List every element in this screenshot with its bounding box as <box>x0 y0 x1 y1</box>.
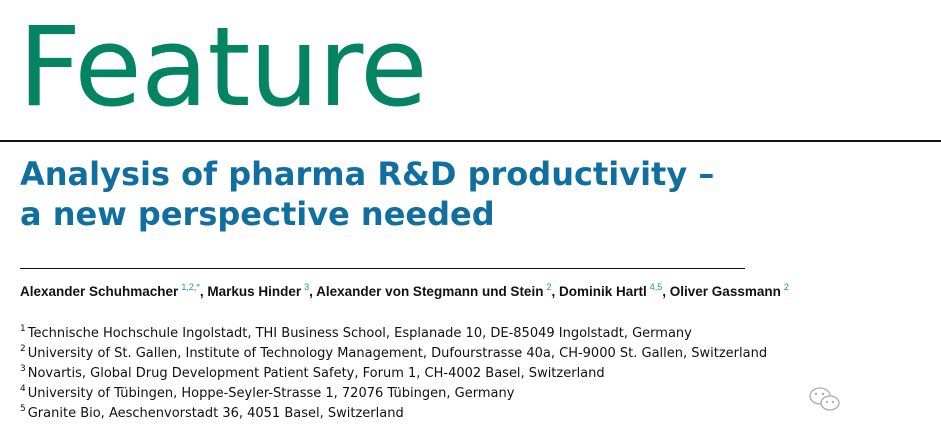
author-name: Oliver Gassmann <box>669 284 781 299</box>
affiliation-text: Novartis, Global Drug Development Patien… <box>27 366 605 381</box>
affiliation-text: University of Tübingen, Hoppe-Seyler-Str… <box>27 386 515 401</box>
affiliation-number: 3 <box>20 364 26 374</box>
author-name: Alexander von Stegmann und Stein <box>316 284 544 299</box>
section-label: Feature <box>18 3 428 131</box>
affiliation-number: 2 <box>20 344 26 354</box>
affiliation: 2 University of St. Gallen, Institute of … <box>20 344 767 361</box>
author: Alexander Schuhmacher 1,2,* <box>20 282 200 299</box>
affiliation-text: Granite Bio, Aeschenvorstadt 36, 4051 Ba… <box>27 406 404 421</box>
title-divider <box>20 268 745 269</box>
affiliation: 1 Technische Hochschule Ingolstadt, THI B… <box>20 324 692 341</box>
wechat-icon <box>809 387 840 411</box>
affiliation: 5 Granite Bio, Aeschenvorstadt 36, 4051 B… <box>20 404 404 421</box>
author-name: Alexander Schuhmacher <box>20 284 179 299</box>
watermark <box>808 385 842 415</box>
author: Markus Hinder 3 <box>207 282 310 299</box>
author: Oliver Gassmann 2 <box>669 282 789 299</box>
author-name: Dominik Hartl <box>558 284 647 299</box>
header-divider <box>0 140 941 142</box>
author-refs[interactable]: 4,5 <box>649 282 663 292</box>
affiliation-number: 1 <box>20 324 26 334</box>
affiliation-text: Technische Hochschule Ingolstadt, THI Bu… <box>27 326 692 341</box>
affiliation: 3 Novartis, Global Drug Development Patie… <box>20 364 605 381</box>
author-refs[interactable]: 2 <box>783 282 789 292</box>
article-title-line-2: a new perspective needed <box>20 195 495 233</box>
article-title-line-1: Analysis of pharma R&D productivity – <box>20 155 715 193</box>
author: Dominik Hartl 4,5 <box>558 282 663 299</box>
affiliation: 4 University of Tübingen, Hoppe-Seyler-St… <box>20 384 514 401</box>
author-refs[interactable]: 1,2,* <box>181 282 200 292</box>
author: Alexander von Stegmann und Stein 2 <box>316 282 552 299</box>
author-list: Alexander Schuhmacher 1,2,*, Markus Hinde… <box>20 282 789 299</box>
author-name: Markus Hinder <box>207 284 302 299</box>
affiliation-text: University of St. Gallen, Institute of T… <box>27 346 768 361</box>
affiliation-number: 5 <box>20 404 26 414</box>
affiliation-number: 4 <box>20 384 26 394</box>
author-refs[interactable]: 2 <box>546 282 552 292</box>
author-refs[interactable]: 3 <box>304 282 310 292</box>
